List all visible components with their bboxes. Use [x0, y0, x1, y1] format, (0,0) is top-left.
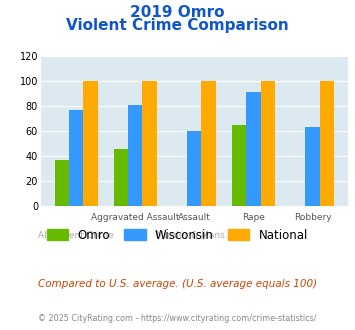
- Text: Assault: Assault: [178, 213, 211, 222]
- Text: Violent Crime Comparison: Violent Crime Comparison: [66, 18, 289, 33]
- Bar: [69, 110, 83, 206]
- Text: All Violent Crime: All Violent Crime: [38, 231, 114, 240]
- Bar: [142, 81, 157, 206]
- Text: Robbery: Robbery: [294, 213, 331, 222]
- Text: © 2025 CityRating.com - https://www.cityrating.com/crime-statistics/: © 2025 CityRating.com - https://www.city…: [38, 314, 317, 323]
- Text: Rape: Rape: [242, 213, 265, 222]
- Bar: [128, 105, 142, 206]
- Bar: [187, 131, 201, 206]
- Bar: [201, 81, 215, 206]
- Bar: [55, 160, 69, 206]
- Bar: [246, 92, 261, 206]
- Text: Compared to U.S. average. (U.S. average equals 100): Compared to U.S. average. (U.S. average …: [38, 279, 317, 289]
- Legend: Omro, Wisconsin, National: Omro, Wisconsin, National: [42, 224, 313, 247]
- Text: Murder & Mans...: Murder & Mans...: [156, 231, 233, 240]
- Text: Aggravated Assault: Aggravated Assault: [91, 213, 180, 222]
- Bar: [83, 81, 98, 206]
- Bar: [320, 81, 334, 206]
- Bar: [261, 81, 275, 206]
- Bar: [232, 125, 246, 206]
- Text: 2019 Omro: 2019 Omro: [130, 5, 225, 20]
- Bar: [114, 149, 128, 206]
- Bar: [305, 127, 320, 206]
